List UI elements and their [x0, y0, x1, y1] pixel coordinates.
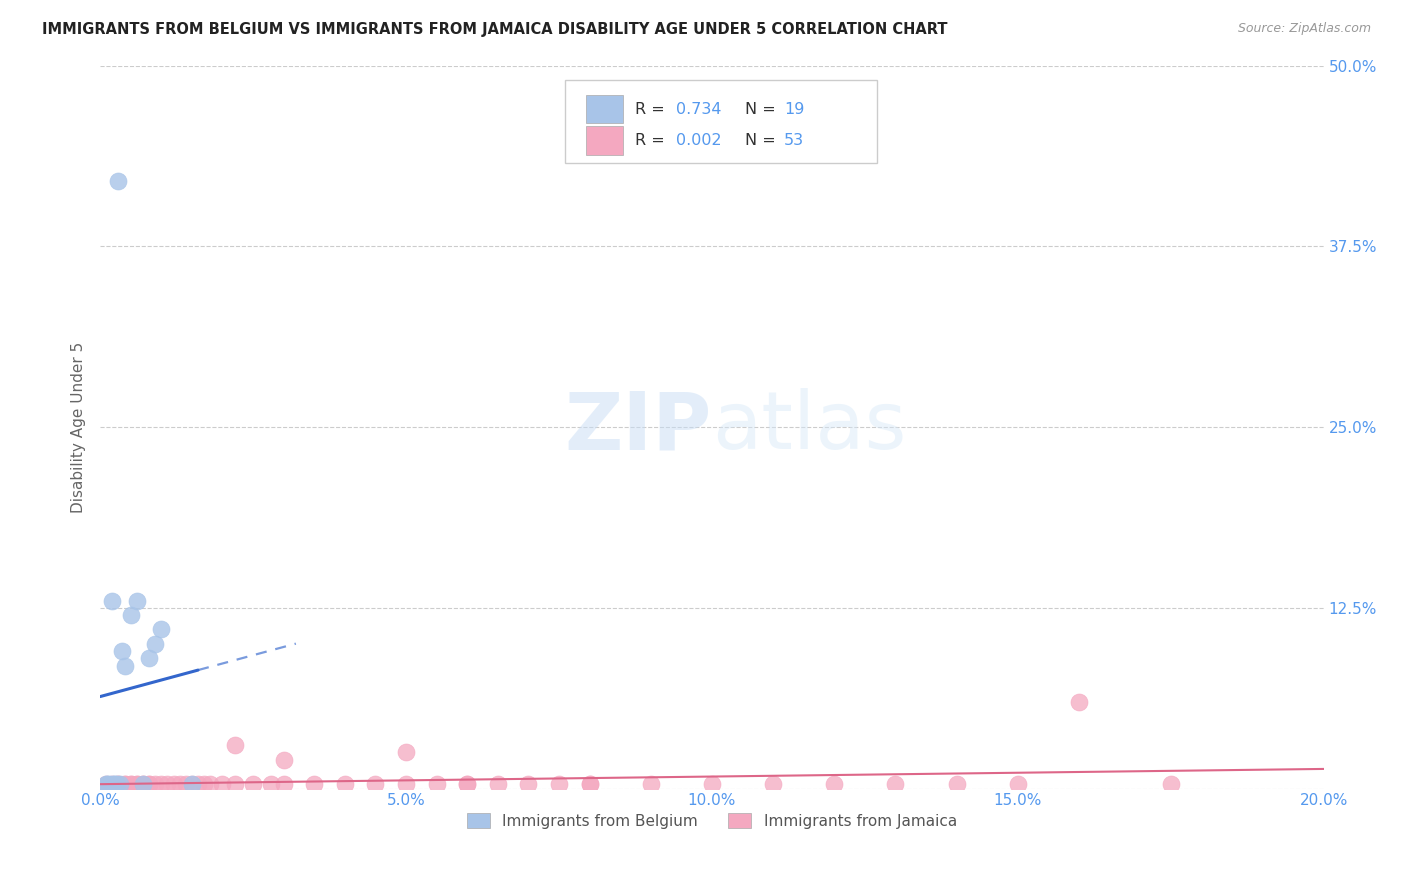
- Point: [132, 777, 155, 791]
- FancyBboxPatch shape: [565, 80, 877, 163]
- Point: [174, 777, 197, 791]
- Text: R =: R =: [634, 133, 669, 147]
- Point: [114, 658, 136, 673]
- Point: [96, 777, 118, 791]
- Point: [132, 777, 155, 791]
- Point: [96, 777, 118, 791]
- Text: 53: 53: [785, 133, 804, 147]
- Point: [169, 777, 191, 791]
- Point: [143, 777, 166, 791]
- Point: [150, 623, 173, 637]
- Point: [120, 777, 142, 791]
- Point: [1067, 695, 1090, 709]
- Legend: Immigrants from Belgium, Immigrants from Jamaica: Immigrants from Belgium, Immigrants from…: [461, 807, 963, 835]
- Point: [333, 777, 356, 791]
- Point: [456, 777, 478, 791]
- Point: [101, 777, 124, 791]
- Text: 0.734: 0.734: [676, 103, 721, 117]
- Point: [762, 777, 785, 791]
- Point: [132, 777, 155, 791]
- Point: [107, 777, 129, 791]
- Point: [578, 777, 600, 791]
- FancyBboxPatch shape: [586, 126, 623, 154]
- Point: [120, 607, 142, 622]
- Point: [114, 777, 136, 791]
- Point: [107, 174, 129, 188]
- Text: Source: ZipAtlas.com: Source: ZipAtlas.com: [1237, 22, 1371, 36]
- Point: [193, 777, 215, 791]
- Point: [823, 777, 845, 791]
- Text: R =: R =: [634, 103, 669, 117]
- Point: [103, 777, 125, 791]
- Point: [211, 777, 233, 791]
- Point: [162, 777, 184, 791]
- Point: [108, 777, 131, 791]
- Point: [150, 777, 173, 791]
- Text: N =: N =: [745, 103, 780, 117]
- Text: IMMIGRANTS FROM BELGIUM VS IMMIGRANTS FROM JAMAICA DISABILITY AGE UNDER 5 CORREL: IMMIGRANTS FROM BELGIUM VS IMMIGRANTS FR…: [42, 22, 948, 37]
- Point: [143, 637, 166, 651]
- Point: [548, 777, 571, 791]
- Text: 19: 19: [785, 103, 804, 117]
- Point: [101, 593, 124, 607]
- Point: [1160, 777, 1182, 791]
- Point: [187, 777, 209, 791]
- Point: [200, 777, 222, 791]
- Point: [104, 777, 127, 791]
- Point: [98, 777, 121, 791]
- Point: [138, 777, 160, 791]
- Point: [945, 777, 967, 791]
- Text: ZIP: ZIP: [565, 388, 711, 466]
- Point: [395, 745, 418, 759]
- Point: [180, 777, 202, 791]
- Point: [125, 777, 148, 791]
- Point: [224, 738, 246, 752]
- Text: atlas: atlas: [711, 388, 907, 466]
- Point: [101, 777, 124, 791]
- Point: [364, 777, 387, 791]
- Y-axis label: Disability Age Under 5: Disability Age Under 5: [72, 342, 86, 513]
- Point: [486, 777, 509, 791]
- Point: [242, 777, 264, 791]
- Text: N =: N =: [745, 133, 780, 147]
- Point: [138, 651, 160, 665]
- FancyBboxPatch shape: [586, 95, 623, 123]
- Point: [578, 777, 600, 791]
- Point: [105, 777, 128, 791]
- Point: [302, 777, 325, 791]
- Point: [114, 777, 136, 791]
- Point: [640, 777, 662, 791]
- Point: [138, 777, 160, 791]
- Point: [273, 753, 295, 767]
- Point: [426, 777, 449, 791]
- Point: [884, 777, 907, 791]
- Point: [107, 777, 129, 791]
- Point: [120, 777, 142, 791]
- Text: 0.002: 0.002: [676, 133, 723, 147]
- Point: [260, 777, 283, 791]
- Point: [125, 593, 148, 607]
- Point: [395, 777, 418, 791]
- Point: [273, 777, 295, 791]
- Point: [96, 777, 118, 791]
- Point: [517, 777, 540, 791]
- Point: [700, 777, 723, 791]
- Point: [456, 777, 478, 791]
- Point: [180, 777, 202, 791]
- Point: [224, 777, 246, 791]
- Point: [125, 777, 148, 791]
- Point: [110, 644, 132, 658]
- Point: [156, 777, 179, 791]
- Point: [1007, 777, 1029, 791]
